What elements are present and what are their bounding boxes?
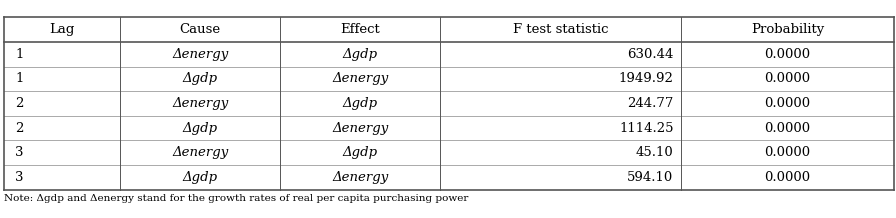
Text: Δenergy: Δenergy	[332, 122, 389, 135]
Text: Note: Δgdp and Δenergy stand for the growth rates of real per capita purchasing : Note: Δgdp and Δenergy stand for the gro…	[4, 194, 469, 203]
Text: 630.44: 630.44	[627, 48, 674, 61]
Text: Δenergy: Δenergy	[172, 48, 228, 61]
Text: Δenergy: Δenergy	[172, 97, 228, 110]
Text: Lag: Lag	[49, 23, 75, 36]
Text: 3: 3	[15, 171, 23, 184]
Text: Effect: Effect	[340, 23, 380, 36]
Text: 0.0000: 0.0000	[764, 171, 811, 184]
Text: 0.0000: 0.0000	[764, 122, 811, 135]
Text: Δgdp: Δgdp	[343, 146, 378, 159]
Text: Cause: Cause	[180, 23, 220, 36]
Text: Δgdp: Δgdp	[183, 171, 218, 184]
Text: 0.0000: 0.0000	[764, 72, 811, 85]
Text: 1: 1	[15, 48, 23, 61]
Text: Δenergy: Δenergy	[172, 146, 228, 159]
Text: 0.0000: 0.0000	[764, 146, 811, 159]
Text: Δgdp: Δgdp	[183, 122, 218, 135]
Text: 244.77: 244.77	[627, 97, 674, 110]
Text: Δgdp: Δgdp	[343, 97, 378, 110]
Text: 3: 3	[15, 146, 23, 159]
Text: Δgdp: Δgdp	[343, 48, 378, 61]
Text: 2: 2	[15, 97, 23, 110]
Text: 1: 1	[15, 72, 23, 85]
Text: Δenergy: Δenergy	[332, 72, 389, 85]
Text: 1114.25: 1114.25	[619, 122, 674, 135]
Text: Probability: Probability	[751, 23, 824, 36]
Text: 0.0000: 0.0000	[764, 48, 811, 61]
Text: 594.10: 594.10	[627, 171, 674, 184]
Text: Δenergy: Δenergy	[332, 171, 389, 184]
Text: 2: 2	[15, 122, 23, 135]
Text: 1949.92: 1949.92	[618, 72, 674, 85]
Text: 0.0000: 0.0000	[764, 97, 811, 110]
Text: Δgdp: Δgdp	[183, 72, 218, 85]
Text: 45.10: 45.10	[636, 146, 674, 159]
Text: F test statistic: F test statistic	[513, 23, 608, 36]
